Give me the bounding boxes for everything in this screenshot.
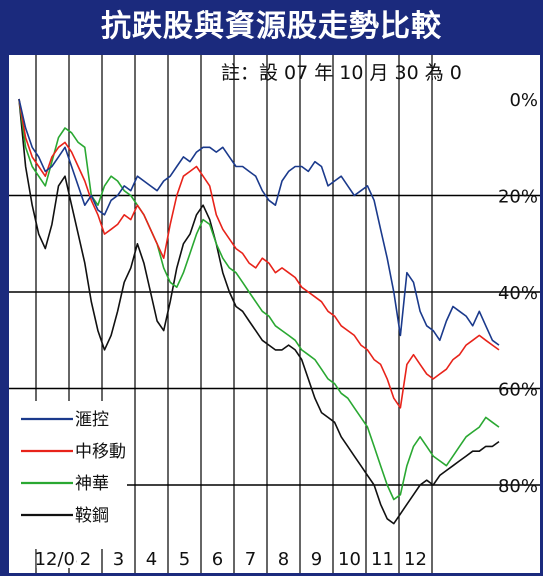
x-tick-label: 9	[311, 549, 322, 570]
series-line-shenhua	[18, 98, 500, 501]
series-line-angang	[18, 98, 500, 525]
legend-label: 鞍鋼	[75, 506, 109, 526]
x-tick-label-bg	[208, 548, 227, 568]
legend-label: 滙控	[75, 410, 109, 430]
y-tick-labels: 0% 20% 40% 60% 80%	[498, 90, 538, 497]
x-tick-label: 11	[371, 549, 394, 570]
x-tick-label-bg	[109, 548, 128, 568]
x-tick-label: 6	[212, 549, 223, 570]
x-tick-label: 7	[245, 549, 256, 570]
x-tick-labels: 12/082 3 4 5 6 7 8 9 10 11 12	[35, 548, 427, 570]
x-tick-label-bg	[406, 548, 425, 568]
y-tick-label: 80%	[498, 476, 538, 497]
y-tick-label: 20%	[498, 187, 538, 208]
legend-box	[9, 401, 127, 549]
chart-note: 註：設 07 年 10 月 30 為 0	[221, 62, 462, 84]
series-line-hsbc	[18, 98, 500, 346]
legend-label: 中移動	[75, 442, 126, 462]
series-line-china_mobile	[18, 98, 500, 409]
x-tick-label-bg	[241, 548, 260, 568]
x-tick-label: 4	[146, 549, 157, 570]
x-tick-label: 12/08	[35, 549, 87, 570]
y-tick-label: 0%	[509, 90, 538, 111]
x-tick-label-bg	[142, 548, 161, 568]
x-tick-label-bg	[373, 548, 392, 568]
series-lines	[18, 98, 500, 525]
x-tick-label: 8	[278, 549, 289, 570]
horizontal-gridlines	[9, 194, 540, 486]
legend-label: 神華	[75, 474, 109, 494]
x-tick-label: 10	[338, 549, 361, 570]
x-tick-label-bg	[76, 548, 95, 568]
y-tick-label: 60%	[498, 380, 538, 401]
x-tick-label: 5	[179, 549, 190, 570]
x-tick-label-bg	[36, 548, 85, 568]
x-tick-label: 3	[113, 549, 124, 570]
chart-title: 抗跌股與資源股走勢比較	[101, 9, 442, 44]
x-tick-label-bg	[175, 548, 194, 568]
plot-area: 滙控中移動神華鞍鋼 註：設 07 年 10 月 30 為 0 0% 20% 40% 6…	[9, 55, 540, 573]
x-tick-label-bg	[340, 548, 359, 568]
x-tick-label: 2	[80, 549, 91, 570]
x-tick-label-bg	[274, 548, 293, 568]
y-tick-label: 40%	[498, 283, 538, 304]
x-tick-label: 12	[404, 549, 427, 570]
x-tick-label-bg	[307, 548, 326, 568]
